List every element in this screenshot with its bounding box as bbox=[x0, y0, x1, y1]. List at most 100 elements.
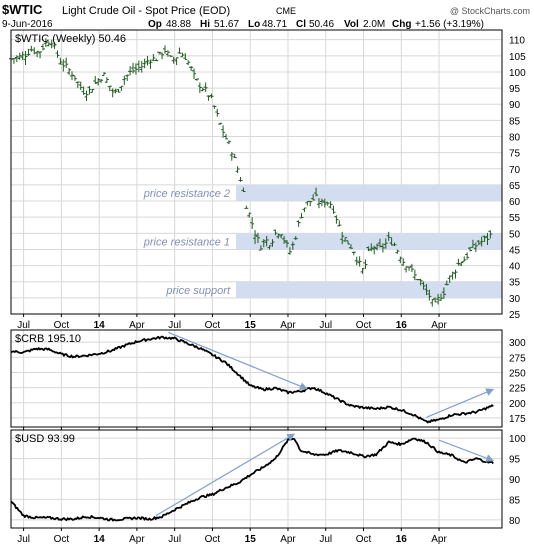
ohlc-bar bbox=[38, 51, 43, 59]
ohlc-bar bbox=[450, 271, 455, 280]
high-value: 51.67 bbox=[214, 19, 239, 30]
y-tick-label: 100 bbox=[509, 434, 526, 445]
low-label: Lo bbox=[248, 19, 260, 30]
ohlc-bar bbox=[267, 245, 272, 250]
y-tick-label: 105 bbox=[509, 52, 526, 63]
ohlc-bar bbox=[72, 75, 77, 81]
open-label: Op bbox=[148, 19, 162, 30]
ohlc-bar bbox=[372, 245, 377, 255]
y-tick-label: 90 bbox=[509, 100, 521, 111]
ohlc-bar bbox=[395, 249, 400, 254]
ohlc-bar bbox=[459, 261, 464, 266]
ohlc-bar bbox=[258, 245, 263, 251]
y-tick-label: 90 bbox=[509, 475, 521, 486]
ohlc-bar bbox=[407, 266, 412, 271]
watermark: @ StockCharts.com bbox=[450, 6, 530, 16]
ohlc-bar bbox=[285, 240, 290, 248]
ohlc-bar bbox=[58, 57, 63, 65]
ohlc-bar bbox=[296, 220, 301, 227]
y-tick-label: 50 bbox=[509, 229, 521, 240]
ohlc-bar bbox=[299, 213, 304, 219]
ohlc-bar bbox=[438, 293, 443, 301]
x-tick-label: 16 bbox=[396, 534, 408, 545]
ohlc-bar bbox=[482, 235, 487, 242]
ohlc-bar bbox=[151, 53, 156, 62]
x-tick-label: 15 bbox=[245, 320, 257, 331]
x-tick-label: Oct bbox=[205, 534, 221, 545]
ohlc-bar bbox=[133, 63, 138, 75]
ohlc-bar bbox=[235, 166, 240, 174]
ohlc-bar bbox=[314, 187, 319, 197]
y-tick-label: 250 bbox=[509, 368, 526, 379]
ohlc-bar bbox=[456, 258, 461, 266]
ohlc-bar bbox=[427, 289, 432, 301]
ohlc-bar bbox=[180, 52, 185, 58]
ohlc-bar bbox=[192, 68, 197, 80]
ohlc-bar bbox=[223, 133, 228, 140]
x-tick-label: Apr bbox=[280, 320, 296, 331]
x-tick-label: Jul bbox=[168, 320, 181, 331]
ohlc-bar bbox=[247, 212, 252, 218]
y-tick-label: 100 bbox=[509, 68, 526, 79]
ohlc-bar bbox=[264, 236, 269, 247]
ohlc-bar bbox=[346, 240, 351, 245]
close-value: 50.46 bbox=[309, 19, 334, 30]
ohlc-bar bbox=[52, 42, 57, 49]
ohlc-bar bbox=[322, 198, 327, 208]
ohlc-bar bbox=[465, 252, 470, 260]
ohlc-bar bbox=[401, 258, 406, 266]
y-tick-label: 60 bbox=[509, 197, 521, 208]
ohlc-bar bbox=[218, 122, 223, 125]
y-tick-label: 35 bbox=[509, 278, 521, 289]
header-layer: $WTIC Light Crude Oil - Spot Price (EOD)… bbox=[2, 2, 530, 30]
ohlc-bar bbox=[131, 62, 136, 74]
ohlc-bar bbox=[424, 283, 429, 296]
ohlc-bar bbox=[229, 152, 234, 161]
ohlc-bar bbox=[215, 108, 220, 117]
x-tick-label: 14 bbox=[94, 320, 106, 331]
ohlc-bar bbox=[87, 85, 92, 95]
ohlc-bar bbox=[110, 88, 115, 98]
ohlc-bar bbox=[319, 198, 324, 207]
quote-date: 9-Jun-2016 bbox=[2, 19, 53, 30]
ohlc-bar bbox=[157, 51, 162, 55]
y-tick-label: 70 bbox=[509, 165, 521, 176]
y-tick-label: 110 bbox=[509, 36, 525, 47]
ohlc-bar bbox=[81, 86, 86, 96]
ohlc-bar bbox=[380, 243, 385, 253]
ohlc-bar bbox=[453, 269, 458, 279]
panel-usd: 80 85 90 95 100 $USD 93.99 Jul Oct 14 Apr Jul Oct 15… bbox=[10, 429, 526, 545]
ohlc-bar bbox=[348, 244, 353, 249]
ohlc-bar bbox=[128, 66, 133, 76]
ohlc-bar bbox=[351, 251, 356, 256]
ohlc-bar bbox=[287, 247, 292, 255]
ohlc-bar bbox=[282, 236, 287, 244]
ohlc-bar bbox=[444, 280, 449, 286]
y-tick-label: 25 bbox=[509, 310, 521, 321]
ohlc-bar bbox=[46, 41, 51, 47]
ohlc-bar bbox=[398, 256, 403, 264]
x-tick-label: Jul bbox=[17, 534, 30, 545]
x-tick-label: Jul bbox=[17, 320, 30, 331]
ohlc-bar bbox=[162, 45, 167, 54]
ohlc-bar bbox=[200, 87, 205, 92]
ohlc-bar bbox=[334, 215, 339, 224]
x-tick-label: Jul bbox=[168, 534, 181, 545]
ohlc-bar bbox=[375, 243, 380, 251]
panel-frame bbox=[10, 429, 503, 529]
band-price-resistance-1 bbox=[236, 233, 502, 250]
ohlc-bar bbox=[67, 67, 72, 75]
legend-label: $USD 93.99 bbox=[15, 433, 75, 445]
ohlc-bar bbox=[409, 263, 414, 273]
panel-price: 25 30 35 40 45 50 55 60 65 70 75 80 85 90 95 100 105 110 p… bbox=[9, 29, 526, 331]
ohlc-bar bbox=[145, 55, 150, 66]
ohlc-bar bbox=[17, 52, 22, 60]
close-label: Cl bbox=[296, 19, 306, 30]
panel-frame bbox=[10, 329, 503, 428]
y-tick-label: 80 bbox=[509, 516, 521, 527]
trend-arrow bbox=[155, 433, 296, 517]
ohlc-bar bbox=[84, 90, 89, 101]
ohlc-bar bbox=[90, 88, 95, 93]
ohlc-bar bbox=[32, 47, 37, 55]
